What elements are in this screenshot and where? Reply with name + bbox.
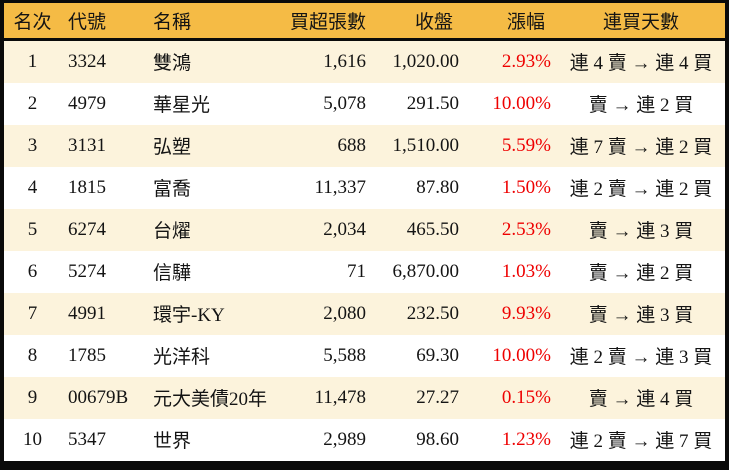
- rank-cell: 3: [27, 134, 38, 156]
- change-cell: 0.15%: [501, 386, 551, 408]
- header-rank: 名次: [4, 3, 61, 41]
- table-row: 3 3131 弘塑 688 1,510.00 5.59% 連 7 賣 → 連 2…: [4, 124, 725, 167]
- close-cell: 6,870.00: [392, 260, 460, 282]
- change-cell: 5.59%: [501, 134, 551, 156]
- code-cell: 4991: [68, 302, 106, 324]
- header-streak: 連買天數: [557, 3, 725, 41]
- streak-cell: 賣 → 連 2 買: [588, 263, 694, 285]
- table-row: 9 00679B 元大美債20年 11,478 27.27 0.15% 賣 → …: [4, 376, 725, 419]
- code-cell: 6274: [68, 218, 106, 240]
- change-cell: 2.93%: [501, 50, 551, 72]
- netbuy-cell: 71: [347, 260, 366, 282]
- rank-cell: 5: [27, 218, 38, 240]
- table-row: 10 5347 世界 2,989 98.60 1.23% 連 2 賣 → 連 7…: [4, 418, 725, 461]
- netbuy-cell: 11,337: [314, 176, 366, 198]
- code-cell: 1785: [68, 344, 106, 366]
- table-row: 6 5274 信驊 71 6,870.00 1.03% 賣 → 連 2 買: [4, 250, 725, 293]
- change-cell: 2.53%: [501, 218, 551, 240]
- change-cell: 1.03%: [501, 260, 551, 282]
- netbuy-cell: 1,616: [323, 50, 366, 72]
- name-cell: 雙鴻: [153, 53, 192, 75]
- close-cell: 1,020.00: [392, 50, 460, 72]
- netbuy-cell: 11,478: [314, 386, 366, 408]
- netbuy-cell: 2,034: [323, 218, 366, 240]
- table-header-row: 名次 代號 名稱 買超張數 收盤 漲幅 連買天數: [4, 3, 725, 41]
- name-cell: 光洋科: [153, 347, 211, 369]
- close-cell: 87.80: [416, 176, 459, 198]
- table-row: 1 3324 雙鴻 1,616 1,020.00 2.93% 連 4 賣 → 連…: [4, 39, 725, 83]
- netbuy-cell: 2,989: [323, 428, 366, 450]
- close-cell: 291.50: [406, 92, 459, 114]
- close-cell: 232.50: [406, 302, 459, 324]
- close-cell: 27.27: [416, 386, 459, 408]
- change-cell: 1.50%: [501, 176, 551, 198]
- name-cell: 環宇-KY: [153, 305, 225, 327]
- rank-cell: 10: [23, 428, 42, 450]
- name-cell: 世界: [153, 431, 192, 453]
- code-cell: 3324: [68, 50, 106, 72]
- header-change: 漲幅: [465, 3, 557, 41]
- stock-net-buy-table: 名次 代號 名稱 買超張數 收盤 漲幅 連買天數 1 3324 雙鴻 1,616…: [4, 3, 725, 461]
- rank-cell: 4: [27, 176, 38, 198]
- rank-cell: 6: [27, 260, 38, 282]
- table-row: 8 1785 光洋科 5,588 69.30 10.00% 連 2 賣 → 連 …: [4, 334, 725, 377]
- header-code: 代號: [61, 3, 147, 41]
- code-cell: 00679B: [68, 386, 129, 408]
- streak-cell: 賣 → 連 3 買: [588, 221, 694, 243]
- streak-cell: 連 2 賣 → 連 3 買: [569, 347, 713, 369]
- change-cell: 10.00%: [492, 92, 551, 114]
- close-cell: 98.60: [416, 428, 459, 450]
- code-cell: 5274: [68, 260, 106, 282]
- header-name: 名稱: [147, 3, 289, 41]
- netbuy-cell: 688: [337, 134, 367, 156]
- name-cell: 弘塑: [153, 137, 192, 159]
- code-cell: 4979: [68, 92, 106, 114]
- close-cell: 69.30: [416, 344, 459, 366]
- change-cell: 10.00%: [492, 344, 551, 366]
- change-cell: 1.23%: [501, 428, 551, 450]
- streak-cell: 連 7 賣 → 連 2 買: [569, 137, 713, 159]
- streak-cell: 賣 → 連 4 買: [588, 389, 694, 411]
- header-net-buy: 買超張數: [289, 3, 372, 41]
- rank-cell: 2: [27, 92, 38, 114]
- table-row: 5 6274 台燿 2,034 465.50 2.53% 賣 → 連 3 買: [4, 208, 725, 251]
- table-row: 7 4991 環宇-KY 2,080 232.50 9.93% 賣 → 連 3 …: [4, 292, 725, 335]
- streak-cell: 連 4 賣 → 連 4 買: [569, 53, 713, 75]
- close-cell: 465.50: [406, 218, 459, 240]
- table-row: 4 1815 富喬 11,337 87.80 1.50% 連 2 賣 → 連 2…: [4, 166, 725, 209]
- streak-cell: 賣 → 連 2 買: [588, 95, 694, 117]
- streak-cell: 賣 → 連 3 買: [588, 305, 694, 327]
- rank-cell: 8: [27, 344, 38, 366]
- table-row: 2 4979 華星光 5,078 291.50 10.00% 賣 → 連 2 買: [4, 82, 725, 125]
- rank-cell: 7: [27, 302, 38, 324]
- netbuy-cell: 2,080: [323, 302, 366, 324]
- code-cell: 5347: [68, 428, 106, 450]
- header-close: 收盤: [372, 3, 465, 41]
- name-cell: 元大美債20年: [153, 389, 268, 411]
- netbuy-cell: 5,588: [323, 344, 366, 366]
- name-cell: 富喬: [153, 179, 192, 201]
- streak-cell: 連 2 賣 → 連 7 買: [569, 431, 713, 453]
- name-cell: 信驊: [153, 263, 192, 285]
- rank-cell: 9: [27, 386, 38, 408]
- close-cell: 1,510.00: [392, 134, 460, 156]
- streak-cell: 連 2 賣 → 連 2 買: [569, 179, 713, 201]
- netbuy-cell: 5,078: [323, 92, 366, 114]
- name-cell: 華星光: [153, 95, 211, 117]
- rank-cell: 1: [27, 50, 38, 72]
- code-cell: 1815: [68, 176, 106, 198]
- change-cell: 9.93%: [501, 302, 551, 324]
- name-cell: 台燿: [153, 221, 192, 243]
- code-cell: 3131: [68, 134, 106, 156]
